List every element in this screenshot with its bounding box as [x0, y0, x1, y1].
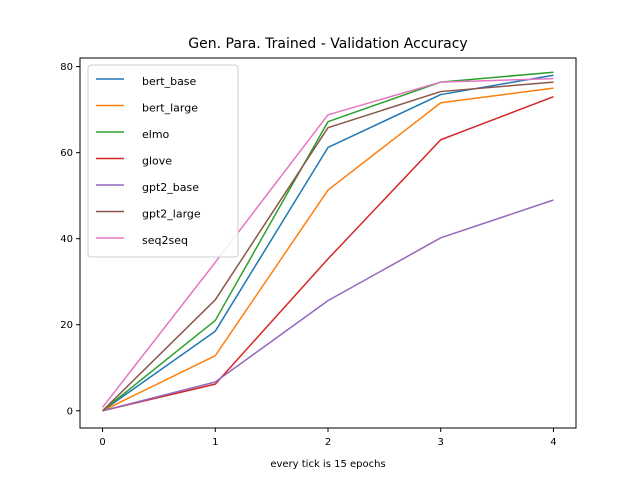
series-lines [101, 71, 554, 412]
series-line-gpt2-large [102, 81, 554, 412]
x-axis-label: every tick is 15 epochs [270, 459, 385, 470]
legend-label-glove: glove [142, 155, 172, 168]
series-line-elmo [102, 71, 554, 412]
x-tick-label: 2 [325, 437, 331, 448]
y-tick-label: 60 [60, 148, 73, 159]
legend-label-seq2seq: seq2seq [142, 234, 188, 247]
y-tick-label: 80 [60, 62, 73, 73]
legend-label-bert-large: bert_large [142, 102, 198, 115]
x-tick-label: 4 [550, 437, 556, 448]
series-line-glove [102, 96, 554, 412]
series-line-gpt2-base [102, 199, 554, 412]
x-tick-label: 0 [99, 437, 105, 448]
x-tick-label: 1 [212, 437, 218, 448]
y-tick-label: 40 [60, 234, 73, 245]
y-tick-label: 0 [67, 406, 73, 417]
legend-box [87, 64, 239, 258]
y-tick-label: 20 [60, 320, 73, 331]
legend-label-bert-base: bert_base [142, 75, 197, 88]
legend-label-gpt2-large: gpt2_large [142, 208, 201, 221]
legend-label-elmo: elmo [142, 128, 170, 141]
x-axis: 0 1 2 3 4 [99, 428, 557, 448]
series-line-seq2seq [101, 77, 554, 408]
chart-title: Gen. Para. Trained - Validation Accuracy [188, 36, 467, 52]
series-line-bert-large [102, 87, 554, 412]
y-axis: 0 20 40 60 80 [60, 62, 80, 417]
x-tick-label: 3 [438, 437, 444, 448]
legend-label-gpt2-base: gpt2_base [142, 181, 199, 194]
